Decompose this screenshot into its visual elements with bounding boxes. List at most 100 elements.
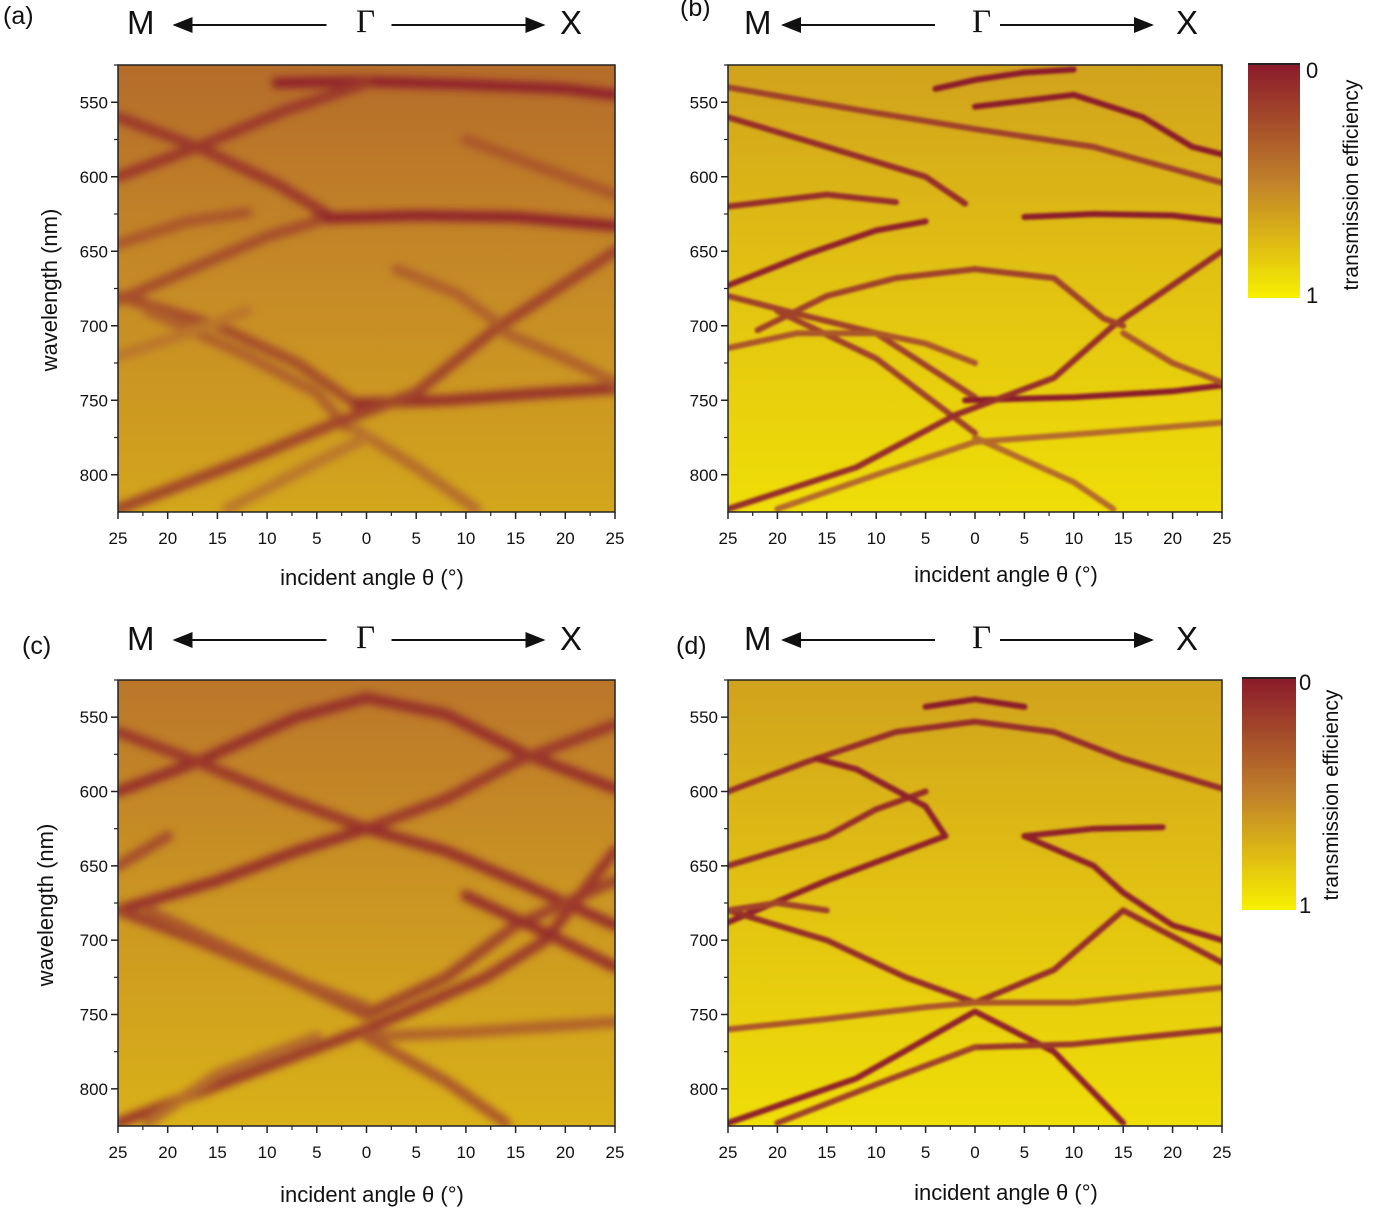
- band-2: [728, 788, 929, 869]
- band-14: [118, 305, 253, 362]
- band-6: [142, 904, 372, 1013]
- y-tick-label: 600: [690, 168, 718, 187]
- colorbar-label: transmission efficiency: [1340, 79, 1363, 291]
- x-tick-label: 25: [109, 529, 128, 548]
- y-tick-label: 550: [80, 708, 108, 727]
- heatmap-2: [118, 680, 615, 1126]
- x-tick-label: 15: [208, 1143, 227, 1162]
- heatmap-0: [118, 65, 615, 512]
- band-11: [351, 424, 482, 512]
- x-tick-label: 10: [1064, 1143, 1083, 1162]
- x-tick-label: 20: [768, 529, 787, 548]
- band-10: [118, 245, 615, 512]
- x-tick-label: 5: [921, 1143, 930, 1162]
- direction-label-x: X: [1176, 4, 1199, 41]
- band-10: [142, 1031, 323, 1126]
- x-tick-label: 15: [1114, 529, 1133, 548]
- direction-label-m: M: [744, 4, 772, 41]
- x-tick-label: 5: [411, 1143, 420, 1162]
- x-tick-label: 15: [817, 1143, 836, 1162]
- x-axis-label: incident angle θ (°): [280, 565, 464, 590]
- band-0: [932, 66, 1077, 92]
- heatmap-3: [728, 680, 1222, 1126]
- x-tick-label: 25: [719, 1143, 738, 1162]
- x-axis-label: incident angle θ (°): [280, 1182, 464, 1207]
- x-tick-label: 25: [1213, 529, 1232, 548]
- x-tick-label: 10: [456, 529, 475, 548]
- x-tick-label: 0: [970, 1143, 979, 1162]
- direction-label-gamma: Γ: [972, 4, 992, 40]
- band-1: [972, 91, 1222, 158]
- band-3: [118, 830, 174, 872]
- band-group: [728, 696, 1222, 1126]
- band-10: [728, 248, 1222, 512]
- band-5: [118, 845, 615, 1126]
- colorbar-max-label: 1: [1306, 283, 1319, 308]
- y-tick-label: 600: [80, 783, 108, 802]
- band-3: [1021, 211, 1222, 225]
- band-7: [118, 290, 363, 411]
- band-15: [972, 434, 1117, 512]
- x-tick-label: 15: [208, 529, 227, 548]
- band-9: [361, 1031, 512, 1126]
- band-6: [728, 84, 1222, 186]
- panel-label-b: (b): [680, 0, 711, 22]
- y-tick-label: 650: [690, 242, 718, 261]
- band-12: [390, 263, 502, 327]
- colorbar-max-label: 1: [1299, 893, 1312, 918]
- y-tick-label: 650: [690, 857, 718, 876]
- x-tick-label: 25: [606, 529, 625, 548]
- band-5: [728, 191, 899, 210]
- x-tick-label: 0: [362, 529, 371, 548]
- band-0: [271, 75, 615, 101]
- y-tick-label: 700: [690, 931, 718, 950]
- band-1: [728, 718, 1222, 795]
- band-12: [728, 900, 830, 914]
- band-0: [922, 696, 1028, 710]
- band-10: [972, 1026, 1222, 1051]
- band-13: [972, 266, 1127, 329]
- band-9: [962, 382, 1222, 404]
- direction-label-m: M: [744, 620, 772, 657]
- x-tick-label: 15: [506, 529, 525, 548]
- band-12: [754, 266, 978, 334]
- band-group: [118, 75, 615, 512]
- direction-label-x: X: [560, 620, 583, 657]
- colorbar: [1242, 678, 1296, 910]
- y-tick-label: 750: [690, 1006, 718, 1025]
- x-tick-label: 20: [556, 529, 575, 548]
- panel-label-c: (c): [22, 632, 52, 660]
- x-tick-label: 15: [817, 529, 836, 548]
- x-tick-label: 5: [312, 529, 321, 548]
- x-tick-label: 25: [606, 1143, 625, 1162]
- panel-label-a: (a): [3, 2, 34, 30]
- y-axis-label: wavelength (nm): [33, 823, 58, 987]
- x-tick-label: 10: [258, 1143, 277, 1162]
- y-tick-label: 750: [690, 391, 718, 410]
- x-tick-label: 5: [1020, 1143, 1029, 1162]
- band-11: [774, 1044, 978, 1126]
- x-tick-label: 0: [970, 529, 979, 548]
- band-2: [728, 114, 969, 207]
- direction-label-gamma: Γ: [356, 620, 376, 656]
- band-6: [1021, 824, 1166, 840]
- x-tick-label: 10: [867, 1143, 886, 1162]
- band-2: [118, 111, 333, 220]
- heatmap-1: [728, 65, 1222, 512]
- band-group: [728, 66, 1222, 512]
- band-7: [728, 293, 978, 401]
- band-7: [460, 890, 615, 973]
- x-axis-label: incident angle θ (°): [914, 562, 1098, 587]
- x-tick-label: 20: [1163, 529, 1182, 548]
- direction-label-gamma: Γ: [972, 620, 992, 656]
- y-axis-label: wavelength (nm): [37, 208, 62, 372]
- x-tick-label: 15: [506, 1143, 525, 1162]
- y-tick-label: 550: [690, 708, 718, 727]
- panel-label-d: (d): [676, 632, 707, 660]
- band-13: [500, 327, 615, 388]
- x-tick-label: 5: [312, 1143, 321, 1162]
- heatmap-background: [728, 680, 1222, 1126]
- x-tick-label: 5: [1020, 529, 1029, 548]
- x-tick-label: 10: [456, 1143, 475, 1162]
